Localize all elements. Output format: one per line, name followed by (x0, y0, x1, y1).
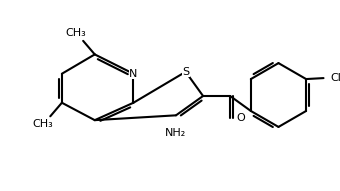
Text: O: O (236, 113, 245, 123)
Text: NH₂: NH₂ (165, 128, 187, 138)
Text: CH₃: CH₃ (65, 28, 86, 38)
Text: CH₃: CH₃ (32, 119, 53, 129)
Text: N: N (129, 69, 138, 79)
Text: S: S (182, 67, 189, 77)
Text: Cl: Cl (330, 73, 340, 83)
